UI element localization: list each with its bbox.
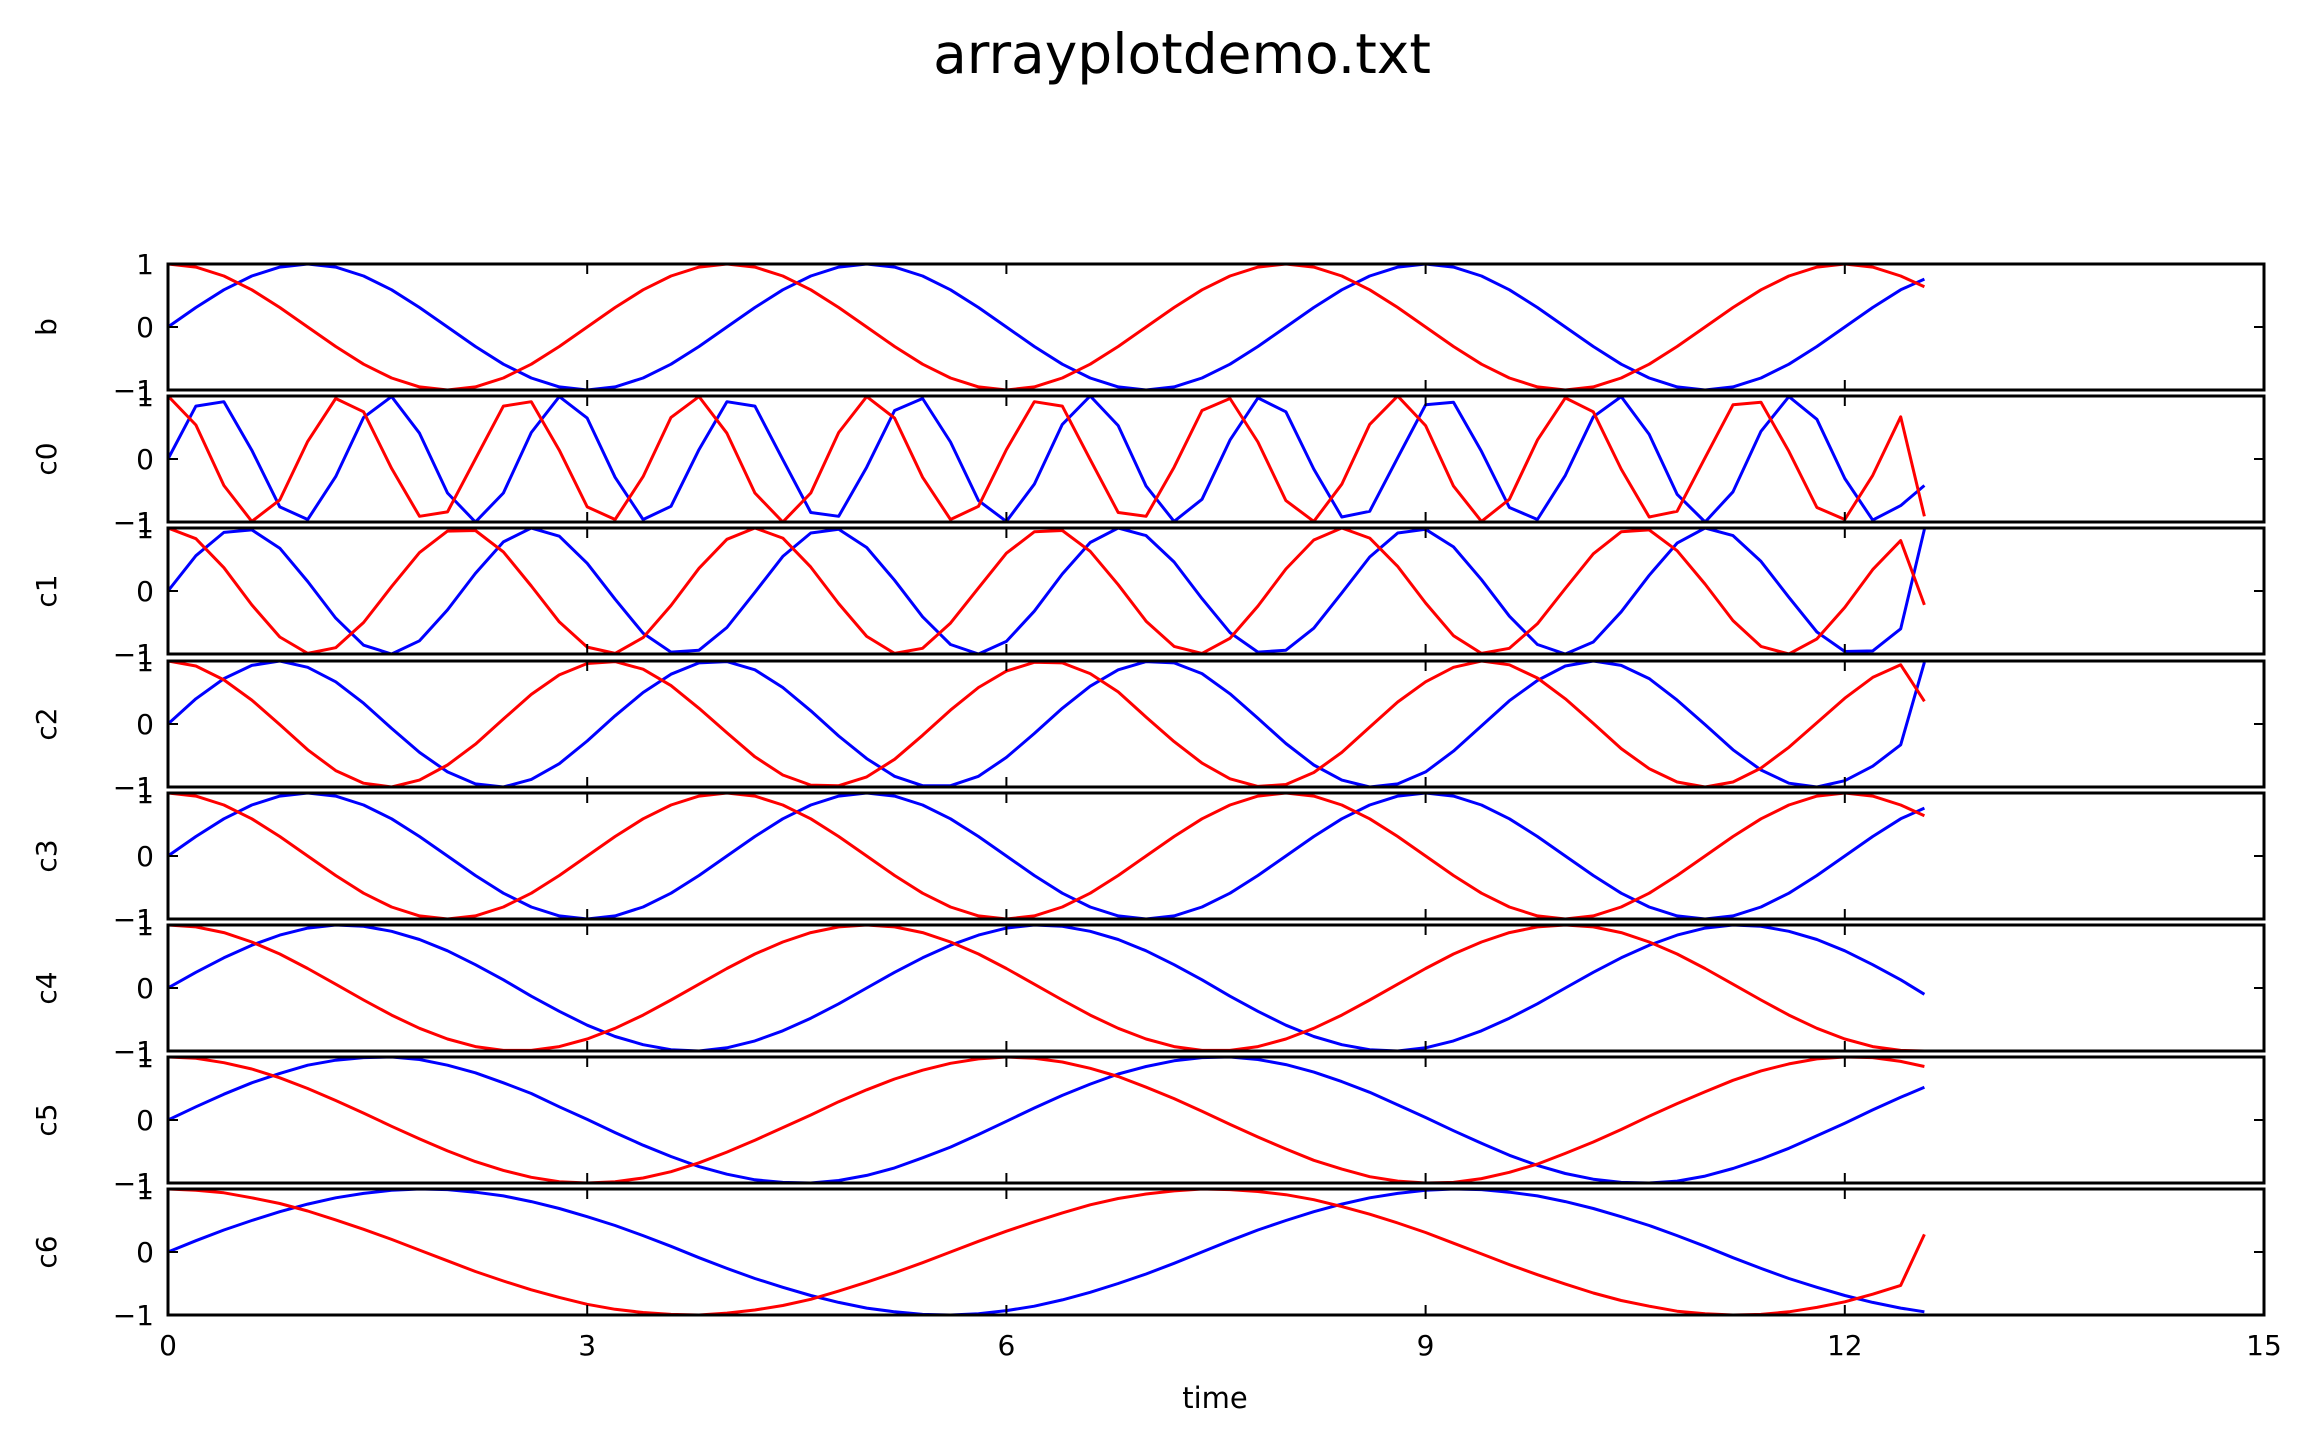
subplot-c0: −1 0 1 c0 — [30, 380, 2266, 539]
y-tick-label: −1 — [113, 903, 154, 936]
y-tick-label: −1 — [113, 638, 154, 671]
x-tick-label: 0 — [159, 1329, 177, 1362]
series-line-b-1 — [168, 264, 1926, 390]
x-tick-label: 3 — [578, 1329, 596, 1362]
y-tick-label: 0 — [136, 311, 154, 344]
subplot-c1: −1 0 1 c1 — [30, 512, 2266, 671]
y-axis-label: c6 — [30, 1235, 63, 1268]
series-line-c3-0 — [168, 793, 1926, 919]
y-tick-label: −1 — [113, 771, 154, 804]
x-tick-label: 6 — [997, 1329, 1015, 1362]
x-tick-label: 15 — [2246, 1329, 2282, 1362]
y-tick-label: 0 — [136, 443, 154, 476]
y-axis-label: b — [30, 318, 63, 336]
y-tick-label: 0 — [136, 1104, 154, 1137]
subplot-c4: −1 0 1 c4 — [30, 909, 2266, 1068]
y-tick-label: 0 — [136, 1236, 154, 1269]
x-tick-label: 12 — [1827, 1329, 1863, 1362]
chart-title: arrayplotdemo.txt — [933, 22, 1431, 86]
y-tick-label: 0 — [136, 575, 154, 608]
subplot-frame — [166, 659, 2266, 789]
y-tick-label: 1 — [136, 1041, 154, 1074]
subplot-frame — [166, 1187, 2266, 1317]
y-tick-label: −1 — [113, 374, 154, 407]
series-line-c6-0 — [168, 1189, 1925, 1315]
y-axis-label: c4 — [30, 971, 63, 1004]
y-tick-label: 0 — [136, 708, 154, 741]
y-tick-label: −1 — [113, 1299, 154, 1332]
subplot-stack: −1 0 1 b −1 0 1 c0 −1 0 1 c1 −1 0 1 c2 −1 0 1 c3 −1 0 1 c4 −1 0 1 c… — [30, 248, 2266, 1332]
series-line-c2-1 — [168, 661, 1926, 787]
y-tick-label: 1 — [136, 645, 154, 678]
x-axis-label: time — [1182, 1381, 1248, 1415]
x-tick-label: 9 — [1417, 1329, 1435, 1362]
series-line-c2-0 — [168, 661, 1926, 787]
subplot-frame — [166, 394, 2266, 524]
series-line-c1-0 — [168, 528, 1926, 654]
series-line-c4-1 — [168, 925, 1925, 1051]
subplot-c5: −1 0 1 c5 — [30, 1041, 2266, 1200]
series-line-c5-0 — [168, 1057, 1925, 1183]
subplot-c3: −1 0 1 c3 — [30, 777, 2266, 936]
y-tick-label: 0 — [136, 972, 154, 1005]
series-line-c5-1 — [168, 1057, 1925, 1183]
series-line-c0-1 — [168, 396, 1926, 522]
y-tick-label: 1 — [136, 380, 154, 413]
series-line-b-0 — [168, 264, 1926, 390]
series-line-c1-1 — [168, 528, 1926, 654]
y-tick-label: 1 — [136, 512, 154, 545]
y-tick-label: 0 — [136, 840, 154, 873]
y-tick-label: 1 — [136, 248, 154, 281]
y-tick-label: 1 — [136, 1173, 154, 1206]
subplot-c6: −1 0 1 c6 — [30, 1173, 2266, 1332]
y-tick-label: 1 — [136, 909, 154, 942]
subplot-c2: −1 0 1 c2 — [30, 645, 2266, 804]
y-tick-label: 1 — [136, 777, 154, 810]
y-axis-label: c3 — [30, 839, 63, 872]
y-axis-label: c1 — [30, 574, 63, 607]
y-axis-label: c2 — [30, 707, 63, 740]
subplot-b: −1 0 1 b — [30, 248, 2266, 407]
y-tick-label: −1 — [113, 506, 154, 539]
series-line-c6-1 — [168, 1189, 1926, 1315]
y-axis-label: c5 — [30, 1103, 63, 1136]
series-line-c3-1 — [168, 793, 1926, 919]
y-axis-label: c0 — [30, 442, 63, 475]
y-tick-label: −1 — [113, 1167, 154, 1200]
subplot-frame — [166, 526, 2266, 656]
y-tick-label: −1 — [113, 1035, 154, 1068]
series-line-c0-0 — [168, 396, 1926, 522]
x-axis: 0 3 6 9 12 15 — [159, 1329, 2282, 1362]
